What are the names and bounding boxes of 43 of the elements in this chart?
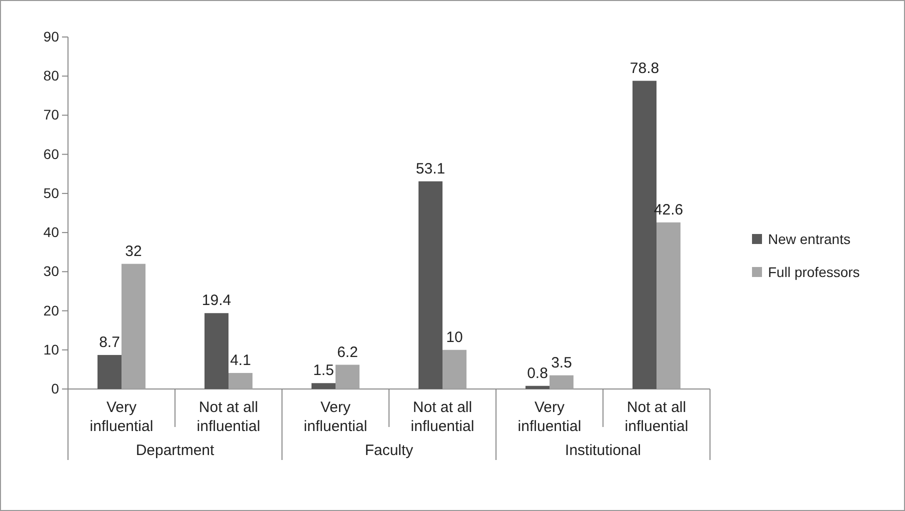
data-label: 10: [446, 328, 463, 346]
y-tick-label: 40: [43, 224, 60, 240]
y-tick-label: 20: [43, 302, 60, 318]
bar: [442, 350, 466, 389]
y-tick-label: 90: [43, 28, 60, 44]
x-tick-label: Not at all influential: [196, 399, 260, 435]
y-tick-label: 50: [43, 184, 60, 201]
text: Institutional: [565, 442, 641, 459]
data-label: 3.5: [551, 354, 572, 372]
y-tick-label: 70: [43, 106, 60, 123]
data-label: 4.1: [230, 352, 251, 369]
y-tick-label: 80: [43, 68, 60, 84]
bar: [204, 313, 228, 389]
x-tick-label: Not at all influential: [410, 399, 474, 435]
bar: [228, 372, 252, 389]
bar: [336, 364, 360, 389]
data-label: 6.2: [337, 344, 358, 361]
bar: [312, 383, 336, 389]
legend-label: New entrants: [768, 231, 850, 247]
data-label: 19.4: [202, 292, 232, 310]
bar: [526, 386, 550, 389]
bar: [122, 264, 146, 389]
bar: [550, 375, 574, 389]
x-tick-label: Very influential: [90, 399, 154, 435]
y-tick-label: 30: [43, 263, 60, 280]
data-label: 53.1: [416, 160, 446, 178]
text: Department: [136, 442, 216, 459]
x-tick-label: Very influential: [304, 399, 368, 435]
bar: [656, 222, 680, 389]
bar: [98, 354, 122, 389]
legend-label: Full professors: [768, 264, 860, 280]
bar: [418, 181, 442, 389]
text: Faculty: [364, 442, 414, 459]
x-tick-label: Not at all influential: [624, 399, 688, 435]
y-tick-label: 60: [43, 146, 60, 162]
data-label: 8.7: [99, 334, 120, 351]
data-label: 0.8: [527, 364, 548, 382]
data-label: 78.8: [630, 60, 660, 77]
y-tick-label: 10: [43, 341, 60, 358]
data-label: 32: [125, 242, 142, 260]
data-label: 1.5: [313, 362, 334, 380]
y-tick-label: 0: [51, 380, 60, 396]
x-tick-label: Very influential: [518, 399, 582, 435]
